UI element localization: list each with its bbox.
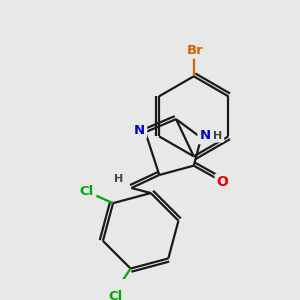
Text: H: H	[213, 131, 223, 141]
Text: N: N	[199, 129, 211, 142]
Text: Br: Br	[187, 44, 204, 57]
Text: Cl: Cl	[109, 290, 123, 300]
Text: N: N	[134, 124, 145, 137]
Text: Cl: Cl	[80, 185, 94, 199]
Text: O: O	[217, 176, 229, 189]
Text: H: H	[114, 174, 123, 184]
